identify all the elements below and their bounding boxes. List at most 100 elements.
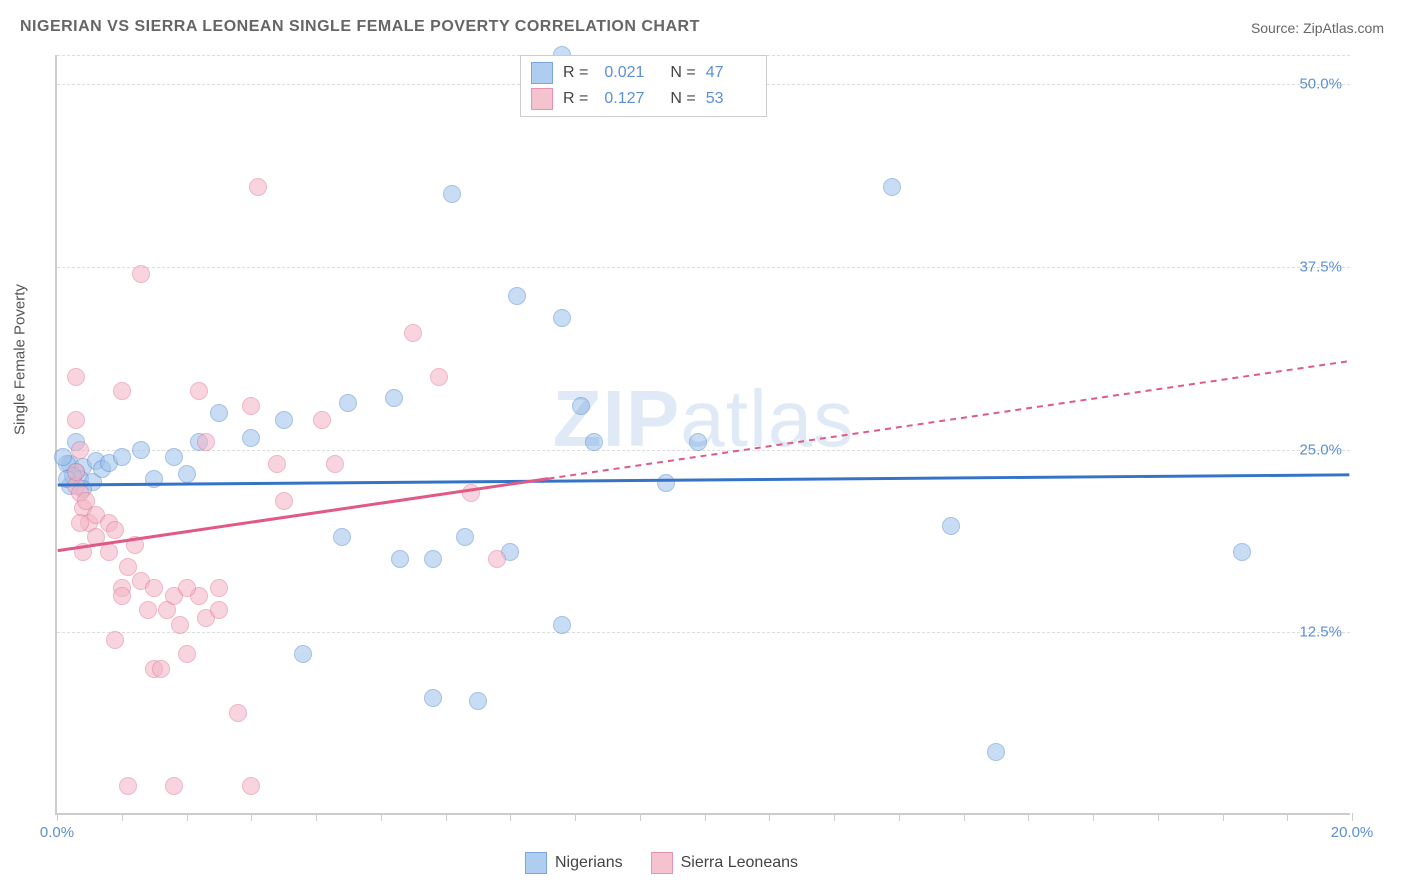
data-point <box>165 777 183 795</box>
x-tick <box>575 813 576 821</box>
stat-r-value: 0.127 <box>604 90 654 108</box>
chart-title: NIGERIAN VS SIERRA LEONEAN SINGLE FEMALE… <box>20 18 700 36</box>
data-point <box>152 660 170 678</box>
y-tick-label: 12.5% <box>1299 624 1342 641</box>
legend-label: Nigerians <box>555 854 623 872</box>
stats-legend: R =0.021N =47R =0.127N =53 <box>520 55 767 117</box>
x-tick <box>187 813 188 821</box>
data-point <box>197 433 215 451</box>
data-point <box>424 689 442 707</box>
data-point <box>87 528 105 546</box>
data-point <box>249 178 267 196</box>
stat-r-label: R = <box>563 64 588 82</box>
data-point <box>385 389 403 407</box>
data-point <box>106 631 124 649</box>
x-tick-label: 20.0% <box>1331 824 1374 841</box>
legend-swatch <box>531 62 553 84</box>
data-point <box>424 550 442 568</box>
stat-r-value: 0.021 <box>604 64 654 82</box>
y-axis-title: Single Female Poverty <box>12 284 29 435</box>
data-point <box>190 382 208 400</box>
data-point <box>585 433 603 451</box>
x-tick <box>1093 813 1094 821</box>
legend-swatch <box>651 852 673 874</box>
stats-legend-row: R = 0.127 N = 53 <box>531 86 756 112</box>
data-point <box>294 645 312 663</box>
data-point <box>100 543 118 561</box>
data-point <box>113 382 131 400</box>
data-point <box>572 397 590 415</box>
data-point <box>275 411 293 429</box>
data-point <box>404 324 422 342</box>
x-tick <box>964 813 965 821</box>
x-tick-label: 0.0% <box>40 824 74 841</box>
data-point <box>71 441 89 459</box>
data-point <box>113 587 131 605</box>
data-point <box>165 448 183 466</box>
data-point <box>139 601 157 619</box>
x-tick <box>1352 813 1353 821</box>
data-point <box>178 645 196 663</box>
data-point <box>229 704 247 722</box>
legend-label: Sierra Leoneans <box>681 854 798 872</box>
y-tick-label: 50.0% <box>1299 76 1342 93</box>
x-tick <box>899 813 900 821</box>
data-point <box>119 777 137 795</box>
x-tick <box>1158 813 1159 821</box>
data-point <box>326 455 344 473</box>
stat-n-label: N = <box>670 64 695 82</box>
data-point <box>67 368 85 386</box>
watermark: ZIPatlas <box>553 373 854 465</box>
data-point <box>145 579 163 597</box>
data-point <box>242 429 260 447</box>
legend-item: Nigerians <box>525 852 623 874</box>
data-point <box>132 441 150 459</box>
stats-legend-row: R =0.021N =47 <box>531 60 756 86</box>
chart-container: NIGERIAN VS SIERRA LEONEAN SINGLE FEMALE… <box>0 0 1406 892</box>
stat-n-value: 53 <box>706 90 756 108</box>
data-point <box>145 470 163 488</box>
data-point <box>333 528 351 546</box>
data-point <box>339 394 357 412</box>
data-point <box>1233 543 1251 561</box>
source-label: Source: ZipAtlas.com <box>1251 20 1384 36</box>
data-point <box>210 601 228 619</box>
x-tick <box>57 813 58 821</box>
stat-n-label: N = <box>670 90 695 108</box>
data-point <box>456 528 474 546</box>
data-point <box>119 558 137 576</box>
data-point <box>242 397 260 415</box>
data-point <box>942 517 960 535</box>
x-tick <box>510 813 511 821</box>
data-point <box>553 309 571 327</box>
legend-swatch <box>525 852 547 874</box>
gridline <box>57 632 1350 633</box>
data-point <box>391 550 409 568</box>
data-point <box>126 536 144 554</box>
data-point <box>113 448 131 466</box>
data-point <box>178 579 196 597</box>
data-point <box>74 543 92 561</box>
x-tick <box>640 813 641 821</box>
x-tick <box>251 813 252 821</box>
x-tick <box>834 813 835 821</box>
trend-line-extrapolated <box>549 361 1350 478</box>
data-point <box>275 492 293 510</box>
data-point <box>469 692 487 710</box>
y-tick-label: 25.0% <box>1299 441 1342 458</box>
x-tick <box>1287 813 1288 821</box>
x-tick <box>381 813 382 821</box>
x-tick <box>769 813 770 821</box>
data-point <box>689 433 707 451</box>
stat-r-label: R = <box>563 90 588 108</box>
data-point <box>67 411 85 429</box>
x-tick <box>1028 813 1029 821</box>
data-point <box>987 743 1005 761</box>
data-point <box>430 368 448 386</box>
data-point <box>268 455 286 473</box>
x-tick <box>705 813 706 821</box>
legend-item: Sierra Leoneans <box>651 852 798 874</box>
gridline <box>57 450 1350 451</box>
x-tick <box>122 813 123 821</box>
plot-area: ZIPatlas 12.5%25.0%37.5%50.0%0.0%20.0% <box>55 55 1350 815</box>
